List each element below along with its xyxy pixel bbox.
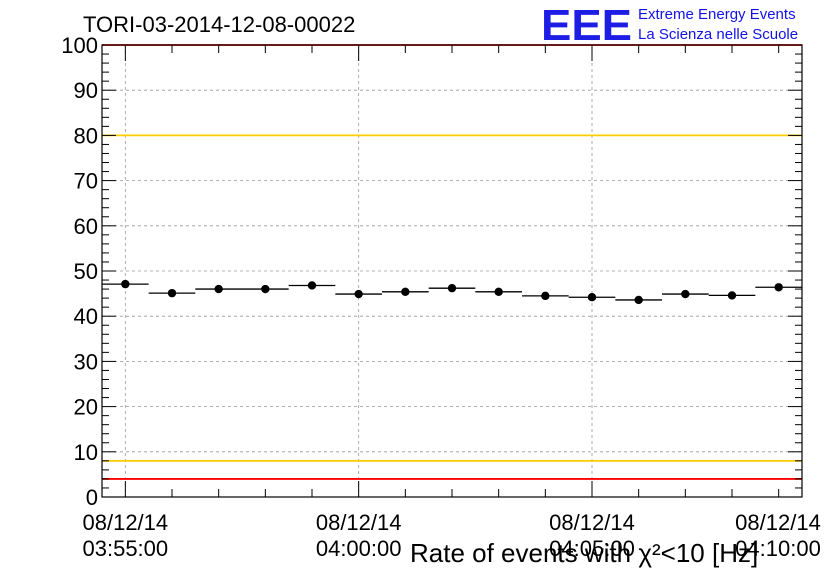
grid: [102, 45, 802, 497]
data-point: [447, 283, 457, 293]
data-point: [401, 287, 410, 296]
x-tick-label-time: 03:55:00: [83, 536, 169, 561]
y-tick-label: 80: [74, 123, 98, 148]
x-tick-label-time: 04:10:00: [735, 536, 821, 561]
y-tick-label: 90: [74, 78, 98, 103]
data-point: [167, 288, 177, 298]
x-tick-label-date: 08/12/14: [83, 510, 169, 535]
data-point: [121, 279, 130, 289]
y-tick-label: 100: [61, 33, 98, 58]
chart-title: TORI-03-2014-12-08-00022: [83, 12, 355, 37]
y-tick-label: 30: [74, 349, 98, 374]
x-tick-label-date: 08/12/14: [316, 510, 402, 535]
x-tick-label-date: 08/12/14: [735, 510, 821, 535]
logo-mark: EEE: [541, 1, 632, 50]
data-point: [261, 284, 270, 294]
data-point: [681, 289, 690, 299]
x-tick-label-time: 04:00:00: [316, 536, 402, 561]
y-tick-label: 10: [74, 440, 98, 465]
y-tick-label: 40: [74, 304, 98, 329]
data-point: [214, 284, 223, 294]
data-point: [307, 281, 317, 290]
data-points: [102, 279, 802, 305]
y-tick-label: 50: [74, 259, 98, 284]
y-tick-label: 20: [74, 395, 98, 420]
data-point: [727, 291, 737, 300]
y-tick-label: 0: [86, 485, 98, 510]
eee-logo: EEE Extreme Energy Events La Scienza nel…: [541, 1, 798, 50]
y-tick-label: 60: [74, 214, 98, 239]
logo-line-2: La Scienza nelle Scuole: [638, 26, 798, 43]
y-tick-label: 70: [74, 169, 98, 194]
x-tick-label-date: 08/12/14: [549, 510, 635, 535]
data-point: [634, 295, 643, 305]
logo-line-1: Extreme Energy Events: [638, 6, 796, 23]
reference-lines: [102, 44, 802, 480]
axes: 010203040506070809010008/12/1403:55:0008…: [61, 33, 821, 561]
data-point: [494, 287, 503, 296]
data-point: [541, 291, 550, 301]
data-point: [354, 289, 363, 299]
data-point: [587, 293, 597, 302]
data-point: [774, 283, 783, 292]
x-axis-label: Rate of events with χ²<10 [Hz]: [410, 538, 758, 568]
x-tick-label-time: 04:05:00: [549, 536, 635, 561]
